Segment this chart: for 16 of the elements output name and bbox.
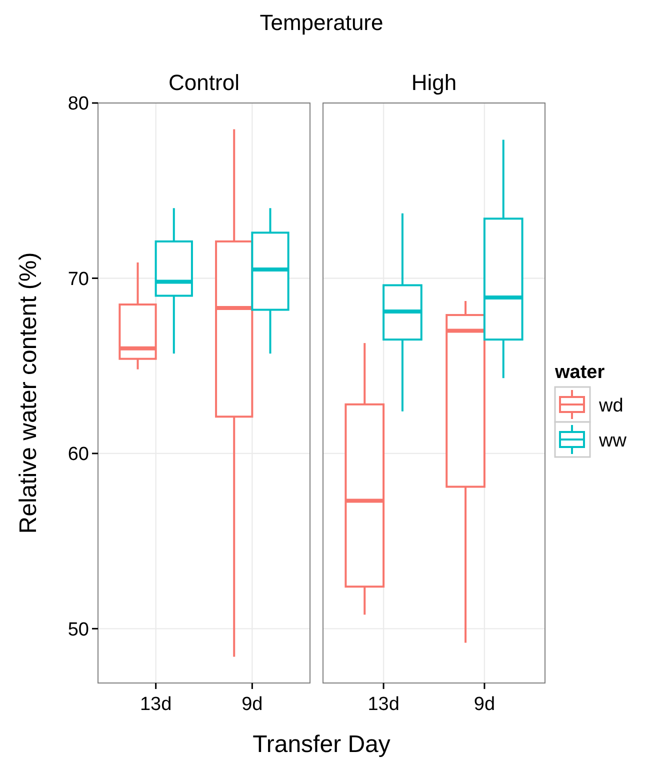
text: Temperature [260, 10, 384, 35]
x-tick-label: 13d [140, 694, 172, 715]
chart-title: Control [168, 70, 240, 95]
x-tick-label: 9d [474, 694, 496, 715]
legend-title: water [554, 362, 606, 383]
chart-title: High [411, 70, 457, 95]
x-tick-label: 13d [368, 694, 400, 715]
legend-label: ww [598, 430, 627, 452]
x-tick-label: 9d [242, 694, 263, 715]
x-axis-title: Transfer Day [252, 731, 390, 758]
y-tick-label: 50 [68, 619, 89, 640]
y-tick-label: 70 [68, 268, 89, 290]
y-tick-label: 80 [68, 94, 89, 115]
legend-label: wd [598, 396, 624, 417]
y-tick-label: 60 [68, 444, 89, 466]
y-axis-title: Relative water content (%) [15, 252, 42, 534]
